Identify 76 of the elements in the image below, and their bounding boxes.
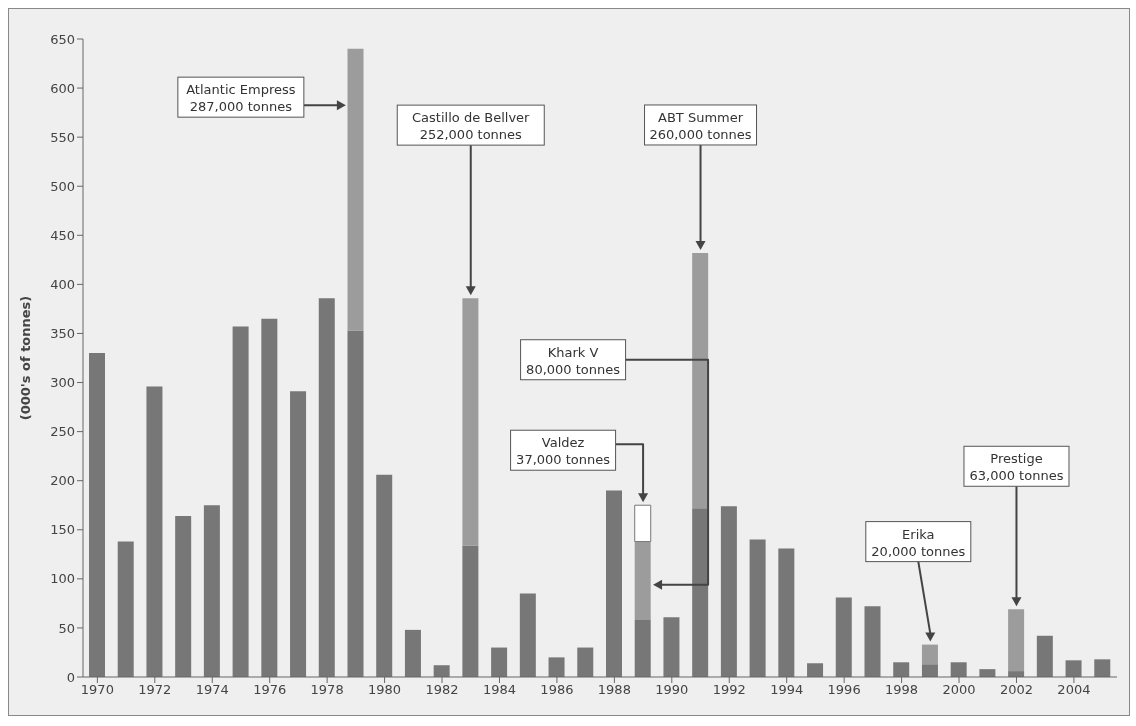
bar bbox=[1065, 660, 1082, 677]
bar bbox=[606, 490, 622, 677]
bar bbox=[318, 298, 335, 677]
y-tick-label: 350 bbox=[50, 326, 75, 342]
bar bbox=[1094, 659, 1111, 677]
x-tick-label: 1998 bbox=[885, 682, 919, 698]
bar bbox=[663, 617, 680, 677]
bar bbox=[347, 330, 364, 677]
x-tick-label: 2000 bbox=[942, 682, 976, 698]
x-tick-label: 1980 bbox=[368, 682, 402, 698]
x-tick-label: 1984 bbox=[482, 682, 517, 698]
x-tick-label: 1982 bbox=[425, 682, 459, 698]
bar bbox=[692, 508, 709, 677]
annotation: Erika 20,000 tonnes bbox=[871, 526, 966, 559]
bar bbox=[864, 606, 881, 677]
y-tick-label: 50 bbox=[58, 620, 75, 636]
x-tick-label: 1976 bbox=[253, 682, 287, 698]
bar bbox=[404, 629, 421, 677]
y-tick-label: 500 bbox=[50, 178, 75, 194]
bar bbox=[89, 353, 105, 677]
annotation: Khark V 80,000 tonnes bbox=[526, 344, 621, 377]
bar bbox=[117, 541, 134, 677]
annotation: ABT Summer 260,000 tonnes bbox=[649, 109, 752, 142]
bar bbox=[921, 664, 938, 677]
bar bbox=[835, 597, 852, 677]
y-tick-label: 550 bbox=[50, 129, 75, 145]
bar bbox=[807, 663, 824, 677]
bar bbox=[634, 620, 651, 677]
bar bbox=[491, 647, 508, 677]
y-tick-label: 0 bbox=[66, 669, 75, 685]
y-tick-label: 650 bbox=[50, 31, 75, 47]
bar bbox=[720, 506, 737, 677]
y-tick-label: 250 bbox=[50, 424, 75, 440]
bar bbox=[519, 593, 536, 677]
bar bbox=[232, 326, 249, 677]
bar bbox=[950, 662, 967, 677]
bar bbox=[203, 505, 220, 677]
y-tick-label: 600 bbox=[50, 80, 75, 96]
bar bbox=[290, 391, 307, 677]
x-tick-label: 1986 bbox=[540, 682, 574, 698]
y-tick-label: 150 bbox=[50, 522, 75, 538]
bar bbox=[1036, 635, 1053, 677]
bar bbox=[347, 48, 364, 331]
bar bbox=[893, 662, 910, 677]
bar bbox=[175, 516, 192, 677]
bar bbox=[634, 541, 651, 621]
bar bbox=[146, 386, 163, 677]
bar bbox=[749, 539, 766, 677]
bar bbox=[778, 548, 795, 677]
x-tick-label: 1978 bbox=[310, 682, 344, 698]
x-tick-label: 1992 bbox=[712, 682, 746, 698]
x-tick-label: 1970 bbox=[80, 682, 114, 698]
bar bbox=[261, 318, 278, 677]
x-tick-label: 1994 bbox=[770, 682, 804, 698]
annotation: Prestige 63,000 tonnes bbox=[969, 451, 1064, 484]
x-tick-label: 1972 bbox=[138, 682, 172, 698]
y-tick-label: 200 bbox=[50, 473, 75, 489]
x-tick-label: 1990 bbox=[655, 682, 689, 698]
annotation: Valdez 37,000 tonnes bbox=[516, 435, 611, 468]
bar bbox=[433, 665, 450, 677]
y-axis-title: (000's of tonnes) bbox=[17, 295, 33, 421]
bar bbox=[577, 647, 594, 677]
y-tick-label: 300 bbox=[50, 375, 75, 391]
x-tick-label: 2002 bbox=[999, 682, 1034, 698]
bar bbox=[376, 474, 393, 677]
bar bbox=[462, 545, 479, 677]
y-tick-label: 450 bbox=[50, 227, 75, 243]
x-tick-label: 2004 bbox=[1057, 682, 1091, 698]
y-tick-label: 100 bbox=[50, 571, 75, 587]
bar bbox=[548, 657, 565, 677]
x-tick-label: 1974 bbox=[195, 682, 229, 698]
x-tick-label: 1988 bbox=[597, 682, 631, 698]
y-tick-label: 400 bbox=[50, 277, 75, 292]
annotation: Castillo de Bellver 252,000 tonnes bbox=[412, 110, 531, 143]
annotation: Atlantic Empress 287,000 tonnes bbox=[186, 82, 296, 115]
x-tick-label: 1996 bbox=[827, 682, 861, 698]
